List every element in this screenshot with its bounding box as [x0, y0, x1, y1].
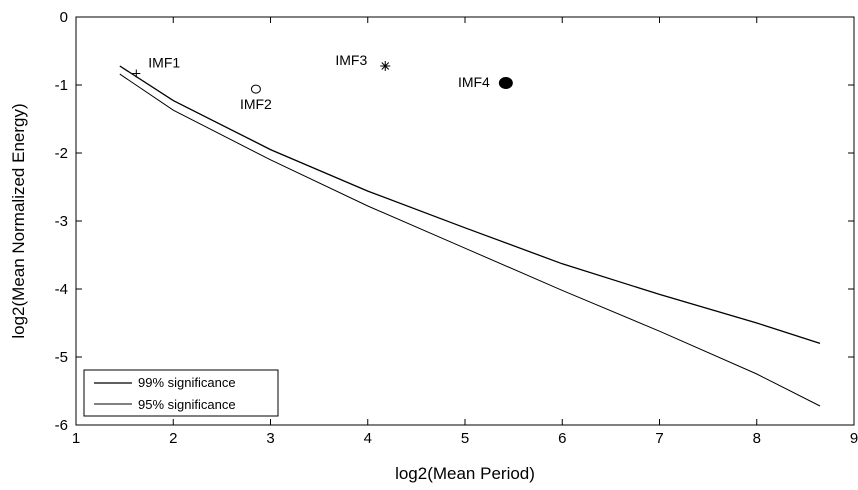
- data-points: IMF1 IMF2 IMF3 IMF4: [132, 52, 513, 112]
- x-tick-label: 6: [558, 430, 566, 447]
- y-tick-label: 0: [60, 9, 68, 26]
- imf2-marker: [250, 84, 261, 94]
- imf3-label: IMF3: [335, 52, 367, 68]
- imf4-marker: [498, 76, 513, 89]
- x-tick-label: 9: [850, 430, 858, 447]
- y-tick-label: -3: [55, 213, 68, 230]
- imf4-label: IMF4: [458, 74, 490, 90]
- x-axis-ticks: 1 2 3 4 5 6 7 8 9: [72, 17, 858, 447]
- imf2-label: IMF2: [240, 96, 272, 112]
- legend-box: [83, 369, 279, 417]
- legend: 99% significance 95% significance: [83, 369, 279, 417]
- y-axis-title: log2(Mean Normalized Energy): [9, 103, 28, 338]
- x-tick-label: 1: [72, 430, 80, 447]
- series-line-99: [119, 65, 821, 345]
- imf3-marker: [380, 60, 391, 71]
- x-tick-label: 4: [364, 430, 372, 447]
- x-tick-label: 5: [461, 430, 469, 447]
- series-lines: [119, 65, 821, 407]
- series-line-95: [119, 73, 821, 407]
- imf1-marker: [132, 69, 141, 78]
- y-tick-label: -1: [55, 77, 68, 94]
- legend-label-95: 95% significance: [138, 397, 236, 412]
- x-axis-title: log2(Mean Period): [395, 464, 535, 483]
- imf1-label: IMF1: [148, 54, 180, 70]
- x-tick-label: 3: [266, 430, 274, 447]
- plot-area: [75, 16, 855, 426]
- x-tick-label: 7: [655, 430, 663, 447]
- legend-label-99: 99% significance: [138, 375, 236, 390]
- x-tick-label: 8: [753, 430, 761, 447]
- y-tick-label: -4: [55, 281, 68, 298]
- y-axis-ticks: 0 -1 -2 -3 -4 -5 -6: [55, 9, 854, 434]
- x-tick-label: 2: [169, 430, 177, 447]
- y-tick-label: -6: [55, 417, 68, 434]
- y-tick-label: -2: [55, 145, 68, 162]
- y-tick-label: -5: [55, 349, 68, 366]
